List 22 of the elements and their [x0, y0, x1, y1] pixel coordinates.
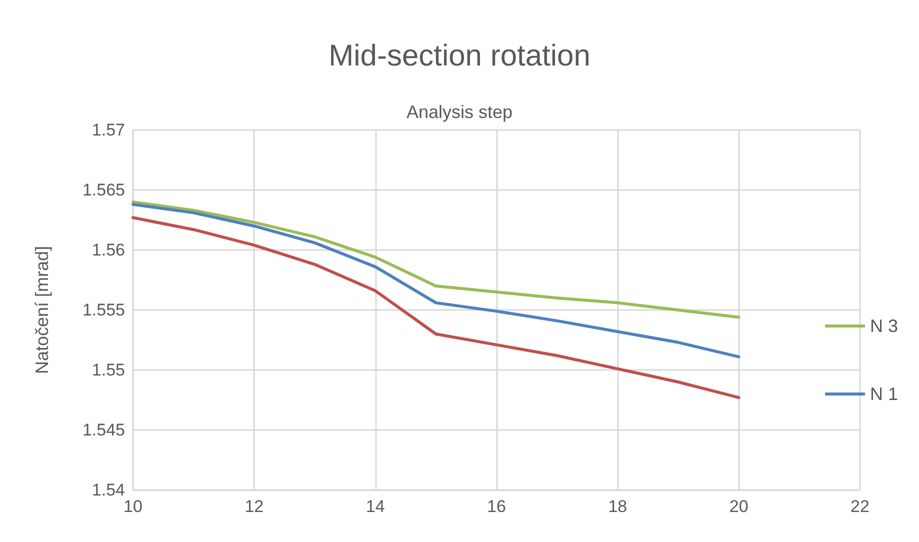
x-tick-label: 16 — [487, 497, 506, 516]
y-tick-label: 1.57 — [92, 120, 125, 140]
y-tick-label: 1.56 — [92, 240, 125, 260]
x-tick-label: 20 — [729, 497, 748, 516]
chart-title: Mid-section rotation — [328, 40, 590, 72]
y-tick-label: 1.55 — [92, 360, 125, 380]
x-tick-label: 18 — [608, 497, 628, 516]
y-tick-label: 1.545 — [82, 420, 125, 440]
legend-label: N 1 — [870, 384, 898, 404]
y-tick-label: 1.555 — [82, 300, 125, 320]
y-tick-label: 1.565 — [82, 180, 125, 200]
x-axis-title: Analysis step — [406, 102, 513, 122]
y-tick-label: 1.54 — [92, 480, 125, 500]
line-series — [132, 200, 740, 319]
x-tick-label: 12 — [244, 497, 264, 516]
line-series — [132, 202, 740, 358]
legend-label: N 3 — [870, 316, 898, 336]
y-axis-title: Natočení [mrad] — [32, 246, 52, 374]
x-tick-label: 14 — [366, 497, 385, 516]
x-tick-label: 10 — [124, 497, 142, 516]
x-tick-label: 22 — [850, 497, 870, 516]
line-series — [132, 216, 740, 400]
